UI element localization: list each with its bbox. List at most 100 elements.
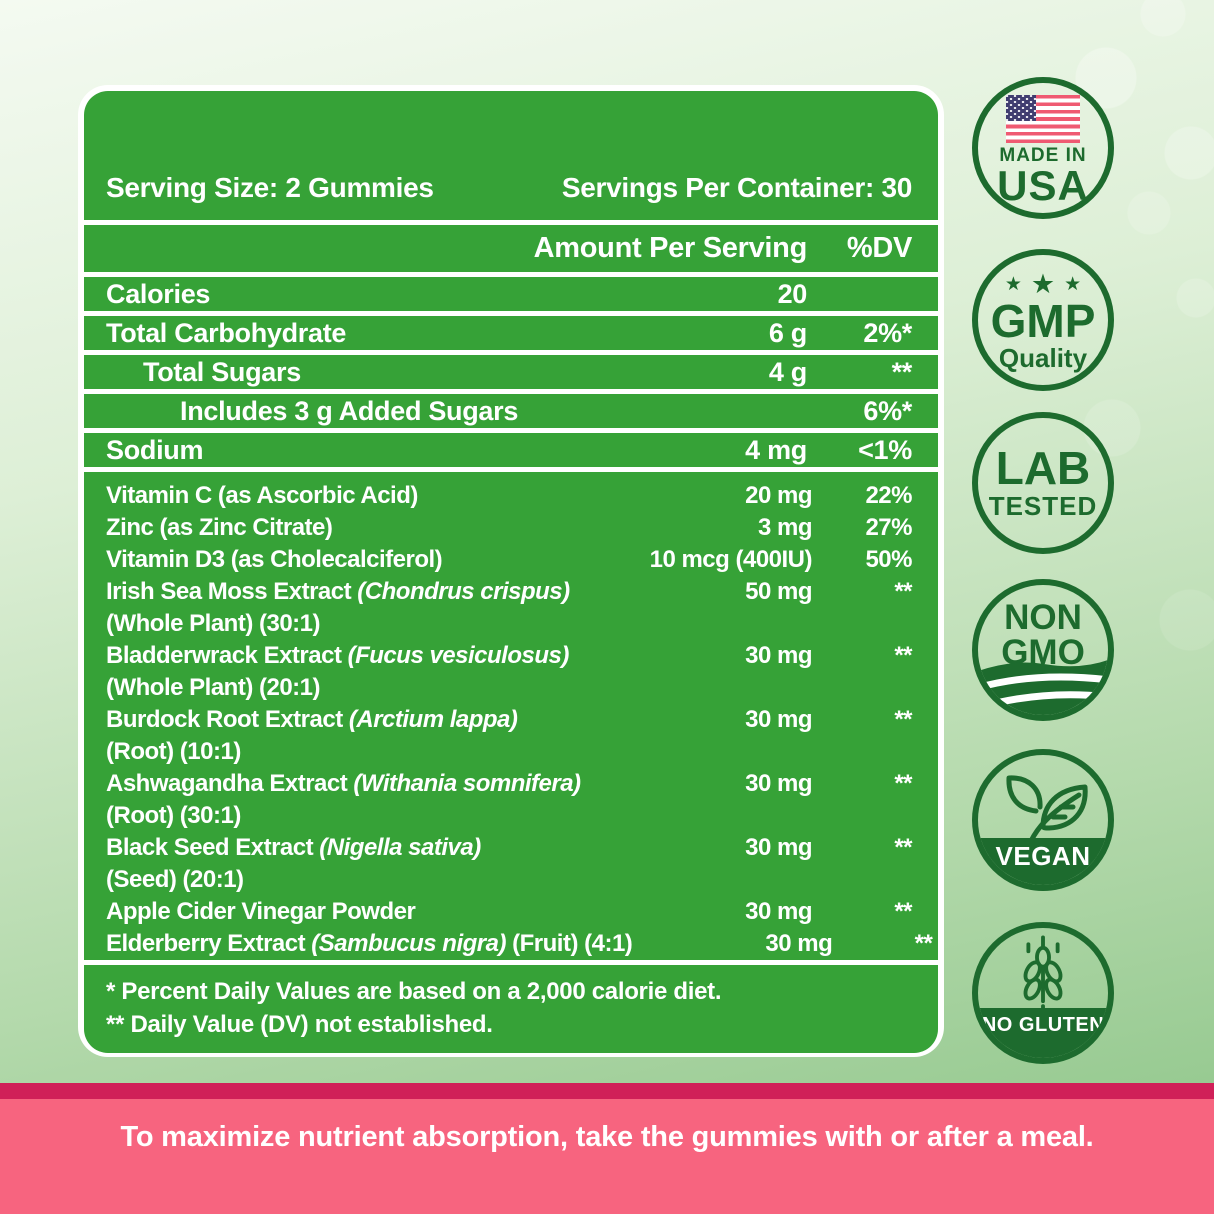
ingredient-dv: 22% (865, 482, 912, 509)
ingredient-dv: ** (894, 834, 912, 861)
ingredient-detail-line: (Whole Plant) (20:1) (106, 674, 321, 701)
ingredient-dv: 50% (865, 546, 912, 573)
column-amount-per-serving: Amount Per Serving (533, 232, 808, 264)
ingredient-amount: 30 mg (745, 834, 812, 861)
made-in-label: MADE IN (999, 145, 1087, 166)
row-dv: 2%* (863, 317, 912, 348)
row-dv: 6%* (863, 395, 912, 426)
ingredient-amount: 30 mg (745, 770, 812, 797)
row-label: Total Sugars (143, 356, 301, 387)
ingredient-amount: 30 mg (745, 642, 812, 669)
ingredient-species: (Withania somnifera) (347, 770, 581, 797)
serving-size: Serving Size: 2 Gummies (106, 172, 434, 203)
ingredient-detail-line: (Seed) (20:1) (106, 866, 244, 893)
ingredient-row: Bladderwrack Extract (Fucus vesiculosus)… (106, 640, 913, 704)
ingredient-name: Burdock Root Extract (Arctium lappa) (Roo… (106, 704, 612, 768)
tested-label: TESTED (988, 491, 1098, 521)
ingredient-dv: ** (894, 770, 912, 797)
ingredient-detail-line: (Root) (10:1) (106, 738, 241, 765)
ingredient-dv: ** (894, 578, 912, 605)
wheat-icon (1023, 935, 1063, 1019)
ingredient-row: Apple Cider Vinegar Powder 30 mg ** (106, 896, 913, 928)
footnotes-section: * Percent Daily Values are based on a 2,… (84, 965, 938, 1053)
table-row: Includes 3 g Added Sugars 6%* (84, 394, 938, 428)
vegan-badge: VEGAN (972, 749, 1114, 891)
ingredient-amount: 10 mcg (400IU) (649, 546, 813, 573)
ingredient-amount: 50 mg (745, 578, 812, 605)
ingredient-row: Black Seed Extract (Nigella sativa) (Seed… (106, 832, 913, 896)
gmp-label: GMP (990, 295, 1096, 347)
table-row: Total Carbohydrate 6 g 2%* (84, 316, 938, 350)
ingredient-name: Ashwagandha Extract (Withania somnifera)… (106, 768, 612, 832)
ingredient-dv: ** (894, 706, 912, 733)
stars-icon: ★ ★ ★ (978, 268, 1108, 299)
us-flag-icon (1006, 95, 1080, 143)
ingredient-row: Zinc (as Zinc Citrate) 3 mg 27% (106, 512, 913, 544)
row-label: Calories (106, 278, 211, 309)
banner-accent-stripe (0, 1083, 1214, 1099)
ingredient-dv: 27% (865, 514, 912, 541)
star-icon: ★ (1004, 274, 1022, 295)
ingredient-dv: ** (894, 642, 912, 669)
table-row: Sodium 4 mg <1% (84, 433, 938, 467)
ingredient-species: (Sambucus nigra) (305, 930, 506, 957)
gmp-quality-label: Quality (998, 343, 1088, 373)
ingredient-name: Black Seed Extract (Nigella sativa) (Seed… (106, 832, 612, 896)
table-row: Calories 20 (84, 277, 938, 311)
non-label: NON (1004, 598, 1082, 637)
lab-tested-badge: LAB TESTED (972, 412, 1114, 554)
star-icon: ★ (1030, 269, 1056, 299)
footnote-dv-basis: * Percent Daily Values are based on a 2,… (106, 978, 722, 1005)
ingredient-name: Irish Sea Moss Extract (Chondrus crispus… (106, 576, 612, 640)
usage-banner: To maximize nutrient absorption, take th… (0, 1099, 1214, 1214)
ingredients-section: Vitamin C (as Ascorbic Acid) 20 mg 22% Zinc… (84, 472, 938, 960)
ingredient-suffix: (Fruit) (4:1) (505, 930, 633, 957)
ingredient-detail-line: (Whole Plant) (30:1) (106, 610, 321, 637)
us-flag-canton (1006, 95, 1036, 121)
field-icon (978, 660, 1108, 715)
no-gluten-badge: NO GLUTEN (972, 922, 1114, 1064)
non-gmo-badge: NON GMO (972, 579, 1114, 721)
column-dv: %DV (846, 232, 912, 264)
ingredient-amount: 30 mg (745, 898, 812, 925)
ingredient-dv: ** (914, 930, 933, 957)
row-label: Includes 3 g Added Sugars (180, 395, 519, 426)
star-icon: ★ (1064, 274, 1082, 295)
row-label: Sodium (106, 434, 204, 465)
row-dv: <1% (858, 434, 912, 465)
no-gluten-band: NO GLUTEN (978, 1008, 1108, 1058)
lab-label: LAB (995, 442, 1091, 494)
servings-per-container: Servings Per Container: 30 (561, 172, 912, 203)
ingredient-amount: 20 mg (745, 482, 812, 509)
ingredient-species: (Nigella sativa) (313, 834, 481, 861)
ingredient-row: Burdock Root Extract (Arctium lappa) (Roo… (106, 704, 913, 768)
ingredient-row: Vitamin D3 (as Cholecalciferol) 10 mcg (4… (106, 544, 913, 576)
ingredient-amount: 3 mg (757, 514, 813, 541)
row-amount: 4 mg (745, 434, 807, 465)
row-amount: 4 g (768, 356, 807, 387)
ingredient-name: Apple Cider Vinegar Powder (106, 898, 416, 925)
row-amount: 20 (777, 278, 808, 309)
vegan-band: VEGAN (978, 838, 1108, 885)
ingredient-species: (Fucus vesiculosus) (341, 642, 570, 669)
vegan-clip: VEGAN (978, 755, 1108, 885)
ingredient-name: Zinc (as Zinc Citrate) (106, 514, 333, 541)
ingredient-row: Ashwagandha Extract (Withania somnifera)… (106, 768, 913, 832)
gmp-quality-badge: ★ ★ ★ GMP Quality (972, 249, 1114, 391)
table-row: Total Sugars 4 g ** (84, 355, 938, 389)
serving-header: Serving Size: 2 Gummies Servings Per Con… (84, 91, 938, 220)
supplement-facts-panel: Serving Size: 2 Gummies Servings Per Con… (78, 85, 944, 1057)
column-header-row: Amount Per Serving %DV (84, 225, 938, 272)
ingredient-name: Vitamin D3 (as Cholecalciferol) (106, 546, 443, 573)
row-dv: ** (891, 356, 913, 387)
ingredient-amount: 30 mg (745, 706, 812, 733)
no-gluten-clip: NO GLUTEN (978, 928, 1108, 1058)
ingredient-dv: ** (894, 898, 912, 925)
ingredient-row: Irish Sea Moss Extract (Chondrus crispus… (106, 576, 913, 640)
usage-banner-text: To maximize nutrient absorption, take th… (120, 1121, 1094, 1153)
ingredient-row: Elderberry Extract (Sambucus nigra) (Fru… (106, 928, 933, 960)
non-gmo-clip: NON GMO (978, 585, 1108, 715)
ingredient-name: Bladderwrack Extract (Fucus vesiculosus)… (106, 640, 612, 704)
ingredient-name: Vitamin C (as Ascorbic Acid) (106, 482, 418, 509)
made-in-usa-badge: MADE IN USA (972, 77, 1114, 219)
